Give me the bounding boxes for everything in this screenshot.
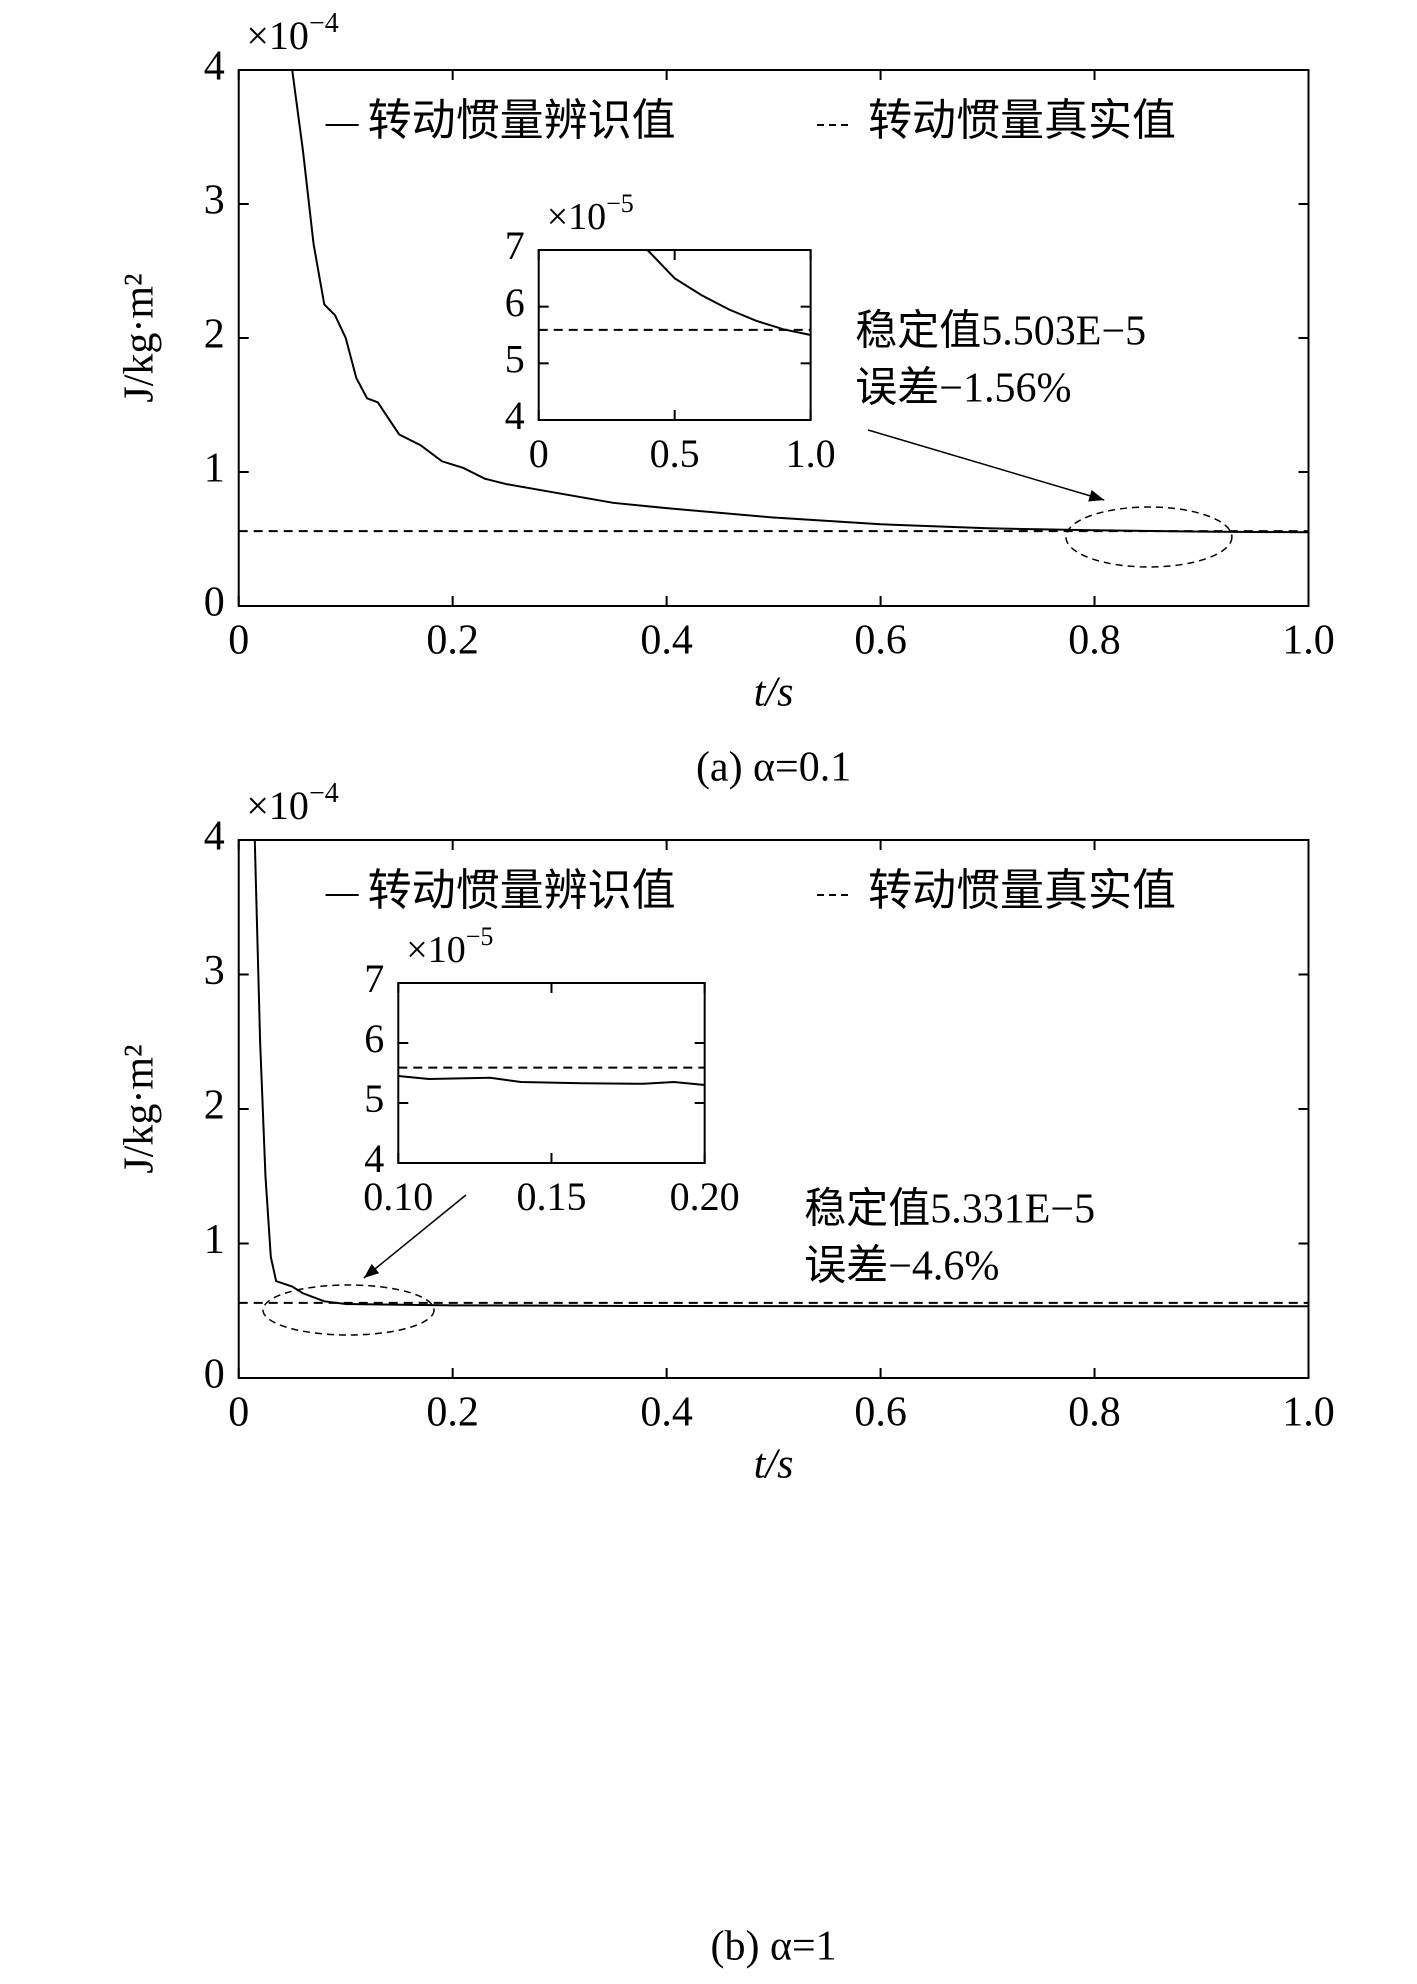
x-tick-label: 0.8 xyxy=(1068,1390,1121,1436)
x-tick-label: 0.6 xyxy=(854,618,907,664)
exponent: −5 xyxy=(466,922,494,951)
plot-frame xyxy=(397,982,706,1164)
exponent: −5 xyxy=(606,189,634,218)
x-tick-label: 0.20 xyxy=(670,1174,740,1219)
y-tick-label: 6 xyxy=(364,1016,384,1061)
multiplier: ×10 xyxy=(547,196,606,238)
y-exponent: ×10−4 xyxy=(246,8,338,58)
legend-label: 转动惯量真实值 xyxy=(868,866,1176,915)
annotation: 误差−4.6% xyxy=(804,1244,999,1290)
caption: (a) α=0.1 xyxy=(696,745,851,791)
multiplier: ×10 xyxy=(246,783,309,828)
y-tick-label: 1 xyxy=(204,1217,225,1263)
y-tick-label: 0 xyxy=(204,1352,225,1398)
x-tick-label: 0 xyxy=(228,1390,249,1436)
y-exponent: ×10−4 xyxy=(246,778,338,828)
x-tick-label: 0.10 xyxy=(363,1174,433,1219)
x-tick-label: 1.0 xyxy=(786,431,836,476)
y-tick-label: 3 xyxy=(204,178,225,224)
y-tick-label: 0 xyxy=(204,580,225,626)
x-tick-label: 0.5 xyxy=(650,431,700,476)
annotation: 稳定值5.331E−5 xyxy=(804,1186,1095,1233)
y-tick-label: 2 xyxy=(204,312,225,358)
annotation-arrow xyxy=(867,429,1105,502)
y-tick-label: 2 xyxy=(204,1083,225,1129)
highlight-ellipse xyxy=(1065,506,1233,568)
multiplier: ×10 xyxy=(246,13,309,58)
x-tick-label: 1.0 xyxy=(1282,1390,1335,1436)
x-axis-label: t/s xyxy=(754,670,794,716)
legend-label: 转动惯量真实值 xyxy=(868,96,1176,145)
y-tick-label: 5 xyxy=(364,1076,384,1121)
y-axis-label: J/kg·m² xyxy=(117,273,163,402)
y-exponent: ×10−5 xyxy=(406,922,493,971)
y-tick-label: 3 xyxy=(204,948,225,994)
y-tick-label: 4 xyxy=(204,44,225,90)
line-series xyxy=(253,839,1309,1308)
x-tick-label: 0.2 xyxy=(426,1390,479,1436)
multiplier: ×10 xyxy=(406,929,465,971)
y-tick-label: 4 xyxy=(505,393,525,438)
legend-label: 转动惯量辨识值 xyxy=(368,96,676,145)
y-tick-label: 7 xyxy=(505,223,525,268)
y-tick-label: 5 xyxy=(505,337,525,382)
x-tick-label: 0.4 xyxy=(640,618,693,664)
y-tick-label: 7 xyxy=(364,956,384,1001)
x-tick-label: 0 xyxy=(529,431,549,476)
x-axis-label: t/s xyxy=(754,1442,794,1488)
x-tick-label: 0 xyxy=(228,618,249,664)
line-series xyxy=(398,1075,705,1086)
exponent: −4 xyxy=(309,8,339,39)
x-tick-label: 0.4 xyxy=(640,1390,693,1436)
caption: (b) α=1 xyxy=(711,1924,837,1970)
y-tick-label: 4 xyxy=(364,1136,384,1181)
annotation-arrow xyxy=(363,1194,467,1279)
annotation: 稳定值5.503E−5 xyxy=(855,308,1146,355)
y-exponent: ×10−5 xyxy=(547,189,634,238)
y-tick-label: 6 xyxy=(505,280,525,325)
x-tick-label: 0.15 xyxy=(516,1174,586,1219)
highlight-ellipse xyxy=(262,1284,435,1336)
y-tick-label: 1 xyxy=(204,446,225,492)
x-tick-label: 1.0 xyxy=(1282,618,1335,664)
y-tick-label: 4 xyxy=(204,814,225,860)
x-tick-label: 0.2 xyxy=(426,618,479,664)
legend-label: 转动惯量辨识值 xyxy=(368,866,676,915)
exponent: −4 xyxy=(309,778,339,809)
line-series xyxy=(291,69,1309,534)
plot-frame xyxy=(537,249,812,421)
x-tick-label: 0.8 xyxy=(1068,618,1121,664)
x-tick-label: 0.6 xyxy=(854,1390,907,1436)
y-axis-label: J/kg·m² xyxy=(117,1044,163,1173)
annotation: 误差−1.56% xyxy=(855,366,1071,412)
